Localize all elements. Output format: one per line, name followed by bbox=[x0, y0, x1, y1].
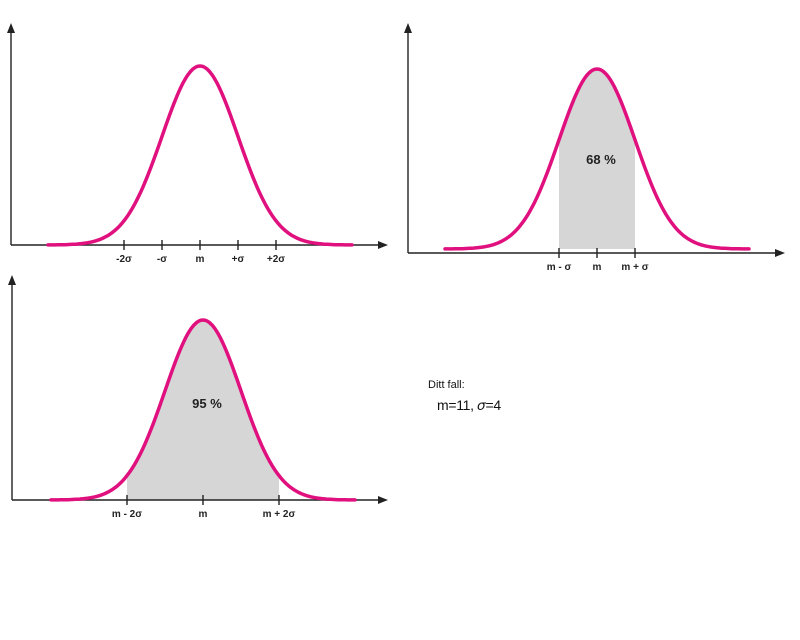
x-tick-label-2-2: m bbox=[593, 262, 602, 273]
x-axis-arrow-3 bbox=[378, 496, 388, 504]
x-tick-label-2-1: m - σ bbox=[547, 262, 572, 273]
x-tick-label-1-5: +2σ bbox=[267, 254, 285, 265]
density-curve-1 bbox=[46, 64, 354, 247]
shaded-percent-label-3: 95 % bbox=[192, 396, 222, 411]
x-tick-label-3-1: m - 2σ bbox=[112, 509, 142, 520]
density-curve-3 bbox=[49, 318, 357, 502]
y-axis-arrow-3 bbox=[8, 275, 16, 285]
x-tick-label-1-1: -2σ bbox=[116, 254, 132, 265]
shaded-area-3 bbox=[127, 320, 279, 500]
x-tick-label-2-3: m + σ bbox=[621, 262, 648, 273]
x-axis-arrow-1 bbox=[378, 241, 388, 249]
note-values: m=11, 𝜎=4 bbox=[437, 397, 501, 413]
shaded-percent-label-2: 68 % bbox=[586, 152, 616, 167]
density-curve-2 bbox=[443, 67, 751, 251]
shaded-area-2 bbox=[559, 69, 635, 249]
x-tick-label-1-3: m bbox=[196, 254, 205, 265]
x-tick-label-3-3: m + 2σ bbox=[263, 509, 296, 520]
x-tick-label-1-2: -σ bbox=[157, 254, 167, 265]
y-axis-arrow-2 bbox=[404, 23, 412, 33]
x-tick-label-1-4: +σ bbox=[232, 254, 245, 265]
y-axis-arrow-1 bbox=[7, 23, 15, 33]
note-title: Ditt fall: bbox=[428, 379, 465, 391]
x-axis-arrow-2 bbox=[775, 249, 785, 257]
x-tick-label-3-2: m bbox=[199, 509, 208, 520]
